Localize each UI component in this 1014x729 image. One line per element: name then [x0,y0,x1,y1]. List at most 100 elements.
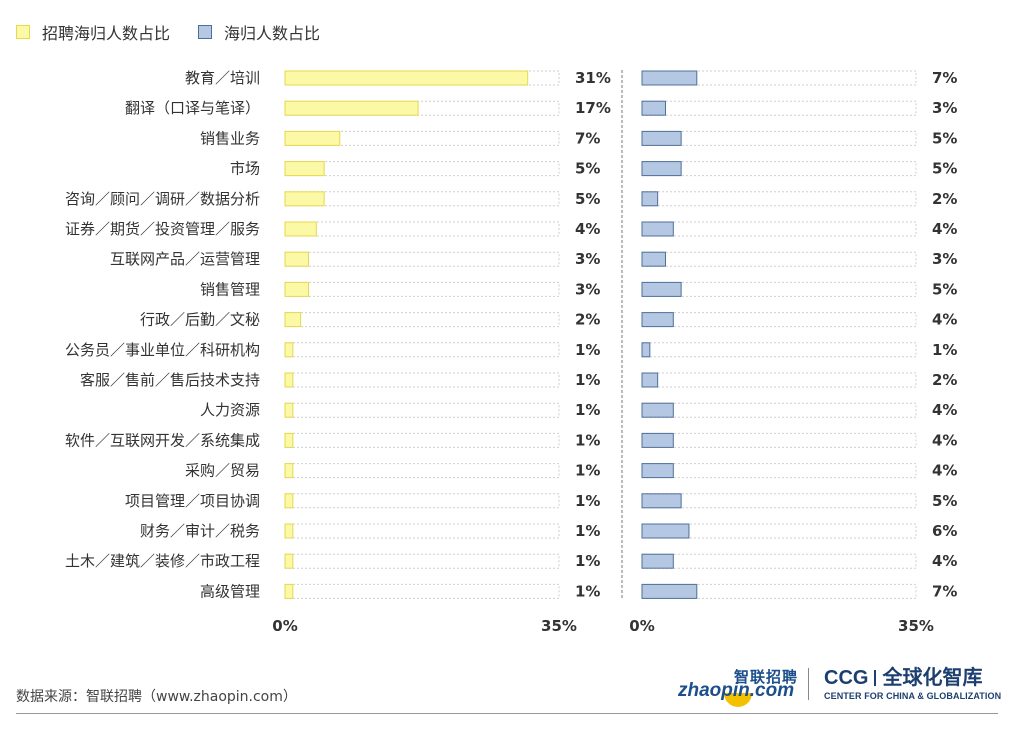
bar-returnee-0 [641,70,698,86]
bar-recruit-16 [284,553,294,569]
value-label-recruit-1: 17% [575,99,611,117]
ccg-logo-abbr: CCG [824,667,869,689]
legend-item-recruit: 招聘海归人数占比 [16,20,170,44]
category-label-10: 客服／售前／售后技术支持 [80,371,260,389]
bar-recruit-8 [284,312,302,328]
bar-track-returnee-9 [641,342,917,358]
legend-item-returnee: 海归人数占比 [198,20,320,44]
ccg-logo-en: CENTER FOR CHINA & GLOBALIZATION [824,691,1002,701]
bar-recruit-7 [284,281,309,297]
bar-track-returnee-3 [641,161,917,177]
bar-track-recruit-15 [284,523,560,539]
value-label-returnee-11: 4% [932,401,957,419]
bar-returnee-16 [641,553,674,569]
bar-returnee-4 [641,191,659,207]
bar-track-recruit-12 [284,432,560,448]
value-label-recruit-6: 3% [575,250,600,268]
bar-track-recruit-17 [284,583,560,599]
bar-track-returnee-11 [641,402,917,418]
zhaopin-logo-cn: 智联招聘 [733,668,798,686]
bar-recruit-3 [284,161,325,177]
bar-recruit-4 [284,191,325,207]
bar-track-recruit-14 [284,493,560,509]
value-label-recruit-3: 5% [575,160,600,178]
bar-track-recruit-11 [284,402,560,418]
bar-track-returnee-7 [641,281,917,297]
bar-track-recruit-16 [284,553,560,569]
bar-recruit-15 [284,523,294,539]
bar-returnee-15 [641,523,690,539]
value-label-returnee-3: 5% [932,160,957,178]
bar-returnee-7 [641,281,682,297]
bar-track-returnee-4 [641,191,917,207]
category-label-9: 公务员／事业单位／科研机构 [65,341,260,359]
bar-track-returnee-16 [641,553,917,569]
bar-track-returnee-2 [641,130,917,146]
value-label-returnee-10: 2% [932,371,957,389]
zhaopin-logo: 智联招聘 zhaopin.com [678,666,798,708]
value-label-recruit-10: 1% [575,371,600,389]
value-label-returnee-2: 5% [932,129,957,147]
value-label-returnee-13: 4% [932,462,957,480]
value-label-recruit-12: 1% [575,431,600,449]
category-label-7: 销售管理 [200,280,260,298]
category-label-17: 高级管理 [200,582,260,600]
category-label-11: 人力资源 [200,401,260,419]
category-label-13: 采购／贸易 [185,462,260,480]
bar-recruit-5 [284,221,317,237]
value-label-recruit-16: 1% [575,552,600,570]
bar-returnee-12 [641,432,674,448]
value-label-recruit-0: 31% [575,69,611,87]
bar-recruit-9 [284,342,294,358]
bar-track-recruit-8 [284,312,560,328]
value-label-returnee-6: 3% [932,250,957,268]
ccg-logo-cn: 全球化智库 [882,667,983,689]
value-label-returnee-0: 7% [932,69,957,87]
ccg-logo: CCG 全球化智库 CENTER FOR CHINA & GLOBALIZATIO… [824,667,1002,702]
value-label-recruit-14: 1% [575,492,600,510]
bar-recruit-13 [284,463,294,479]
bar-returnee-3 [641,161,682,177]
tick-label-recruit-max: 35% [541,617,577,635]
bar-returnee-8 [641,312,674,328]
value-label-returnee-12: 4% [932,431,957,449]
category-label-5: 证券／期货／投资管理／服务 [65,220,260,238]
bar-recruit-10 [284,372,294,388]
bar-track-recruit-10 [284,372,560,388]
bar-track-returnee-13 [641,463,917,479]
zhaopin-logo-sun-icon [724,693,752,707]
value-label-returnee-1: 3% [932,99,957,117]
bar-returnee-1 [641,100,666,116]
value-label-returnee-8: 4% [932,311,957,329]
value-label-recruit-11: 1% [575,401,600,419]
data-source: 数据来源：智联招聘（www.zhaopin.com） [16,689,297,705]
category-label-6: 互联网产品／运营管理 [110,250,260,268]
value-label-returnee-17: 7% [932,582,957,600]
bar-returnee-17 [641,583,698,599]
value-label-returnee-4: 2% [932,190,957,208]
value-label-recruit-5: 4% [575,220,600,238]
logo-divider [808,668,809,700]
value-label-returnee-14: 5% [932,492,957,510]
value-label-recruit-4: 5% [575,190,600,208]
bar-track-returnee-1 [641,100,917,116]
bar-track-returnee-12 [641,432,917,448]
ccg-logo-bar [874,670,877,686]
value-label-recruit-9: 1% [575,341,600,359]
bar-recruit-1 [284,100,419,116]
value-label-recruit-13: 1% [575,462,600,480]
footer-divider [16,713,998,714]
category-label-0: 教育／培训 [185,69,260,87]
bar-returnee-6 [641,251,666,267]
bar-returnee-11 [641,402,674,418]
zhaopin-logo-en: zhaopin.com [678,680,795,701]
bar-track-recruit-7 [284,281,560,297]
value-label-returnee-7: 5% [932,280,957,298]
value-label-recruit-7: 3% [575,280,600,298]
tick-label-returnee-min: 0% [629,617,654,635]
tick-label-returnee-max: 35% [898,617,934,635]
bar-track-returnee-14 [641,493,917,509]
category-label-2: 销售业务 [200,129,260,147]
value-label-recruit-17: 1% [575,582,600,600]
